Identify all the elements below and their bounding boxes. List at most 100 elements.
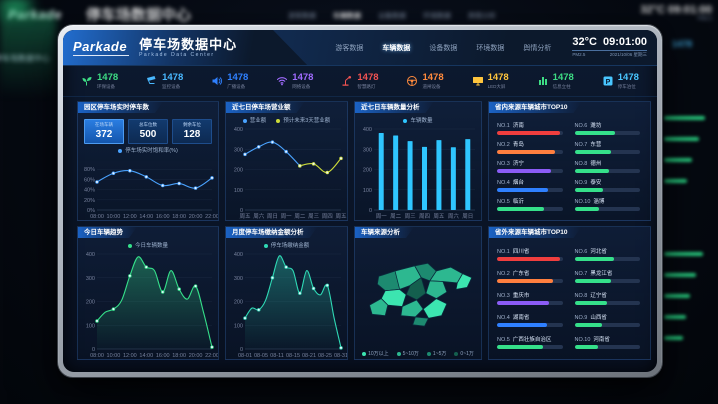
svg-text:300: 300 bbox=[234, 147, 243, 153]
stat-label: 智慧路灯 bbox=[357, 83, 376, 89]
stat-label: LED大屏 bbox=[487, 83, 506, 89]
box-value: 128 bbox=[183, 129, 201, 140]
ranking-row: NO.9 山西省 bbox=[574, 309, 640, 331]
nav-item-1: 游客数据 bbox=[288, 13, 316, 20]
svg-text:200: 200 bbox=[234, 168, 243, 174]
ranking-label: NO.1 四川省 bbox=[497, 249, 530, 255]
svg-text:08:00: 08:00 bbox=[90, 214, 104, 220]
stat-value: 1478 bbox=[162, 72, 184, 83]
stat-label: 广播设备 bbox=[227, 83, 246, 89]
map-legend-item: 0~1万 bbox=[454, 350, 474, 357]
chart-realtime-saturation: 0% 20% 40% 60% 80% 08:00 10:00 12:00 14:00 16:00 1… bbox=[78, 155, 219, 220]
svg-text:12:00: 12:00 bbox=[123, 353, 137, 359]
svg-text:10:00: 10:00 bbox=[107, 353, 121, 359]
ranking-bar bbox=[574, 257, 640, 261]
stat-label: 网络设备 bbox=[292, 83, 311, 89]
device-stats-row: 1478 环保设备 1478 监控设备 1478 广播设备 1478 网络设备 … bbox=[63, 66, 657, 97]
box-value: 500 bbox=[139, 129, 157, 140]
panel-weekly-revenue: 近七日停车场营业额 营业额 预计未来3天营业额 0 100 200 300 400 周五 周六… bbox=[225, 101, 348, 221]
nav-item-2: 车辆数据 bbox=[333, 13, 361, 20]
legend-item: 预计未来3天营业额 bbox=[276, 116, 330, 124]
nav-item-4[interactable]: 环境数据 bbox=[476, 44, 505, 52]
svg-text:100: 100 bbox=[234, 323, 243, 329]
stat-label: 停车泊位 bbox=[617, 83, 636, 89]
clock-value: 09:01:00 bbox=[602, 36, 647, 49]
bg-stat-value: 1478 bbox=[672, 39, 693, 49]
ranking-row: NO.2 广东省 bbox=[497, 265, 563, 287]
ranking-label: NO.2 广东省 bbox=[497, 271, 530, 277]
svg-text:200: 200 bbox=[86, 300, 95, 306]
nav-item-5[interactable]: 舆情分析 bbox=[523, 44, 552, 52]
svg-text:400: 400 bbox=[234, 127, 243, 133]
main-nav: 游客数据 车辆数据 设备数据 环境数据 舆情分析 bbox=[334, 40, 552, 56]
brand-logo: Parkade bbox=[73, 39, 130, 56]
ranking-label: NO.6 河北省 bbox=[574, 249, 607, 255]
monitor-frame: Parkade 停车场数据中心 Parkade Data Center 游客数据… bbox=[57, 24, 663, 378]
weather-block: 32°C 09:01:00 PM2.5 2021/10/06 星期三 bbox=[572, 37, 647, 58]
ranking-bar bbox=[574, 323, 640, 327]
ranking-row: NO.1 四川省 bbox=[497, 243, 563, 265]
stat-item-9: P 1478 停车泊位 bbox=[602, 73, 639, 89]
ranking-row: NO.4 烟台 bbox=[497, 176, 563, 195]
ranking-row: NO.8 辽宁省 bbox=[574, 287, 640, 309]
svg-text:周五: 周五 bbox=[433, 213, 445, 220]
panel-title: 月度停车场缴纳金额分析 bbox=[226, 227, 318, 238]
svg-text:08-25: 08-25 bbox=[318, 353, 332, 359]
svg-text:周三: 周三 bbox=[308, 213, 320, 220]
svg-text:100: 100 bbox=[363, 188, 372, 194]
parking-icon: P bbox=[602, 75, 614, 87]
ranking-row: NO.2 青岛 bbox=[497, 137, 563, 156]
svg-text:08-01: 08-01 bbox=[238, 353, 252, 359]
ranking-bar bbox=[574, 301, 640, 305]
svg-text:60%: 60% bbox=[84, 177, 95, 183]
panel-monthly-amount: 月度停车场缴纳金额分析 停车场缴纳金额 0 100 200 300 400 08-01 08… bbox=[225, 226, 348, 360]
ranking-bar bbox=[574, 207, 640, 212]
chart-weekly-revenue: 0 100 200 300 400 周五 周六 周日 周一 周二 周三 周四 周五 bbox=[226, 125, 347, 220]
svg-text:0: 0 bbox=[369, 208, 372, 214]
bg-green-area bbox=[0, 13, 56, 99]
nav-item-1[interactable]: 游客数据 bbox=[335, 44, 364, 52]
ranking-bar bbox=[574, 188, 640, 193]
ranking-bar bbox=[497, 257, 563, 261]
svg-text:300: 300 bbox=[363, 147, 372, 153]
bg-nav: 游客数据 车辆数据 设备数据 环境数据 舆情分析 bbox=[288, 11, 496, 21]
svg-text:周日: 周日 bbox=[267, 213, 278, 220]
nav-item-3[interactable]: 设备数据 bbox=[429, 44, 458, 52]
chart-legend: 停车场实时饱和率(%) bbox=[78, 145, 218, 155]
ranking-label: NO.9 泰安 bbox=[574, 180, 602, 187]
panel-realtime-parking: 园区停车场实时停车数 在场车辆 372 总车位数 500 剩余车位 128 停车场实… bbox=[77, 101, 219, 221]
parking-box-3: 剩余车位 128 bbox=[172, 119, 212, 144]
box-value: 372 bbox=[95, 129, 113, 140]
stat-label: 道闸设备 bbox=[422, 83, 441, 89]
svg-text:400: 400 bbox=[86, 252, 95, 258]
ranking-row: NO.10 河南省 bbox=[574, 331, 640, 353]
panel-title: 省外来源车辆城市TOP10 bbox=[489, 227, 581, 238]
box-label: 总车位数 bbox=[139, 122, 157, 127]
svg-text:20:00: 20:00 bbox=[189, 214, 203, 220]
svg-text:100: 100 bbox=[234, 188, 243, 194]
ranking-bar bbox=[497, 188, 563, 193]
ranking-row: NO.9 泰安 bbox=[574, 176, 640, 195]
ranking-bar bbox=[574, 130, 640, 135]
svg-text:16:00: 16:00 bbox=[156, 353, 170, 359]
chart-legend: 停车场缴纳金额 bbox=[226, 240, 347, 250]
stat-label: 信息立柱 bbox=[552, 83, 571, 89]
legend-item: 停车场缴纳金额 bbox=[263, 241, 309, 249]
svg-text:20%: 20% bbox=[84, 198, 95, 204]
ranking-row: NO.3 济宁 bbox=[497, 156, 563, 175]
bg-weather: 32°C 09:01:00 PM2.5 bbox=[640, 4, 712, 22]
svg-text:周一: 周一 bbox=[376, 213, 388, 220]
map-legend-item: 1~5万 bbox=[426, 350, 446, 357]
ranking-bar bbox=[497, 301, 563, 305]
ranking-row: NO.6 潍坊 bbox=[574, 118, 640, 137]
ranking-label: NO.10 河南省 bbox=[574, 337, 610, 343]
svg-text:14:00: 14:00 bbox=[139, 214, 153, 220]
map-legend-item: 5~10万 bbox=[396, 350, 419, 357]
cctv-icon bbox=[146, 75, 158, 87]
stat-value: 1478 bbox=[97, 72, 119, 83]
panel-title: 园区停车场实时停车数 bbox=[78, 102, 163, 113]
box-label: 在场车辆 bbox=[95, 122, 113, 127]
stat-item-7: 1478 LED大屏 bbox=[472, 73, 509, 89]
nav-item-2[interactable]: 车辆数据 bbox=[382, 44, 411, 52]
